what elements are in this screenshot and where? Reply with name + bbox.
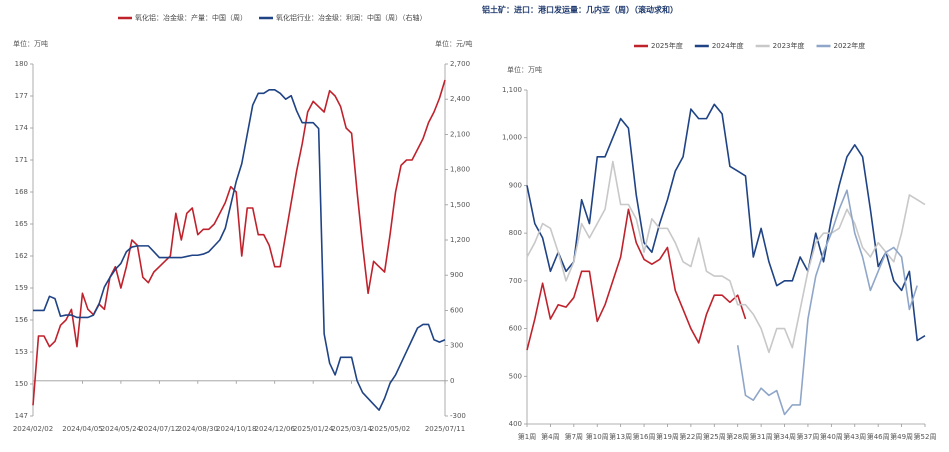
- x-tick-label: 2024/08/30: [178, 425, 218, 433]
- legend-label: 2023年度: [773, 41, 805, 50]
- series-line: [526, 103, 926, 342]
- x-tick-label: 2024/10/18: [216, 425, 256, 433]
- y-tick-label: 150: [15, 380, 28, 388]
- y2-axis-label: 单位：元/吨: [435, 39, 472, 48]
- y2-tick-label: 300: [450, 342, 463, 350]
- legend-label: 2025年度: [651, 41, 683, 50]
- y2-tick-label: 900: [450, 271, 463, 279]
- x-tick-label: 第28周: [726, 432, 749, 441]
- x-tick-label: 第31周: [750, 432, 773, 441]
- y-tick-label: 174: [15, 124, 29, 132]
- y2-tick-label: 2,100: [450, 130, 470, 138]
- y-tick-label: 159: [15, 284, 28, 292]
- chart-title: 铝土矿：进口：港口发运量：几内亚（周）（滚动求和）: [482, 5, 678, 15]
- y-tick-label: 162: [15, 252, 28, 260]
- x-tick-label: 2024/04/05: [62, 425, 102, 433]
- legend-label: 2022年度: [833, 41, 865, 50]
- y2-tick-label: 1,200: [450, 236, 470, 244]
- y2-tick-label: 600: [450, 306, 463, 314]
- x-tick-label: 第7周: [565, 432, 583, 441]
- x-tick-label: 第4周: [541, 432, 559, 441]
- legend-label: 氧化铝行业：冶金级：利润：中国（周）（右轴）: [276, 13, 427, 22]
- x-tick-label: 第22周: [679, 432, 702, 441]
- x-tick-label: 第1周: [518, 432, 536, 441]
- y2-tick-label: 0: [450, 377, 454, 385]
- x-tick-label: 2025/01/24: [293, 425, 334, 433]
- y-tick-label: 900: [509, 181, 522, 189]
- y-tick-label: 400: [509, 420, 522, 428]
- y-tick-label: 1,100: [502, 86, 522, 94]
- x-tick-label: 2025/07/11: [425, 425, 465, 433]
- x-tick-label: 2024/05/24: [101, 425, 142, 433]
- legend-label: 2024年度: [712, 41, 744, 50]
- x-tick-label: 第43周: [843, 432, 866, 441]
- x-tick-label: 第49周: [890, 432, 913, 441]
- x-tick-label: 2025/03/14: [331, 425, 372, 433]
- x-tick-label: 第16周: [633, 432, 656, 441]
- x-tick-label: 第10周: [586, 432, 609, 441]
- y2-tick-label: -300: [450, 412, 466, 420]
- x-tick-label: 2024/02/02: [13, 425, 53, 433]
- y2-tick-label: 2,700: [450, 60, 470, 68]
- y-tick-label: 180: [15, 60, 28, 68]
- y-tick-label: 500: [509, 372, 522, 380]
- y-tick-label: 147: [15, 412, 28, 420]
- x-tick-label: 第52周: [914, 432, 937, 441]
- y2-tick-label: 1,800: [450, 166, 470, 174]
- x-tick-label: 第34周: [773, 432, 796, 441]
- x-tick-label: 第46周: [867, 432, 890, 441]
- y-tick-label: 800: [509, 229, 522, 237]
- x-tick-label: 第37周: [796, 432, 819, 441]
- series-line: [33, 89, 446, 411]
- y-tick-label: 177: [15, 92, 28, 100]
- x-tick-label: 2024/12/06: [255, 425, 296, 433]
- y-tick-label: 156: [15, 316, 29, 324]
- y-tick-label: 171: [15, 156, 28, 164]
- y2-tick-label: 1,500: [450, 201, 470, 209]
- x-tick-label: 2025/05/02: [370, 425, 410, 433]
- y-axis-label: 单位：万吨: [507, 65, 542, 74]
- y-tick-label: 600: [509, 325, 522, 333]
- x-tick-label: 第13周: [609, 432, 632, 441]
- series-line: [526, 208, 747, 351]
- y-axis-label: 单位：万吨: [13, 39, 48, 48]
- y-tick-label: 1,000: [502, 134, 522, 142]
- y-tick-label: 168: [15, 188, 28, 196]
- x-tick-label: 第19周: [656, 432, 679, 441]
- y-tick-label: 153: [15, 348, 28, 356]
- series-line: [526, 160, 926, 354]
- y-tick-label: 165: [15, 220, 28, 228]
- series-line: [32, 79, 446, 406]
- series-line: [736, 189, 918, 416]
- legend-label: 氧化铝：冶金级：产量：中国（周）: [135, 13, 247, 22]
- y2-tick-label: 2,400: [450, 95, 470, 103]
- x-tick-label: 第25周: [703, 432, 726, 441]
- x-tick-label: 2024/07/12: [139, 425, 179, 433]
- y-tick-label: 700: [509, 277, 522, 285]
- x-tick-label: 第40周: [820, 432, 843, 441]
